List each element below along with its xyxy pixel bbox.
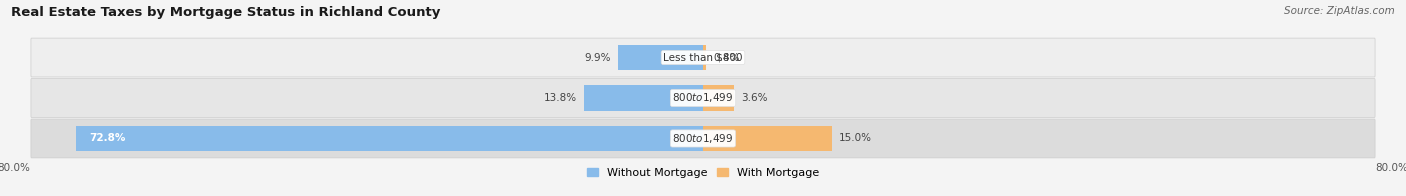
- FancyBboxPatch shape: [31, 38, 1375, 77]
- Text: $800 to $1,499: $800 to $1,499: [672, 132, 734, 145]
- Bar: [583, 85, 703, 111]
- Text: Real Estate Taxes by Mortgage Status in Richland County: Real Estate Taxes by Mortgage Status in …: [11, 6, 440, 19]
- Bar: [703, 126, 832, 151]
- Legend: Without Mortgage, With Mortgage: Without Mortgage, With Mortgage: [588, 168, 818, 178]
- Text: Source: ZipAtlas.com: Source: ZipAtlas.com: [1284, 6, 1395, 16]
- Text: 15.0%: 15.0%: [839, 133, 872, 143]
- FancyBboxPatch shape: [31, 119, 1375, 158]
- Text: 0.4%: 0.4%: [713, 53, 740, 63]
- Text: $800 to $1,499: $800 to $1,499: [672, 92, 734, 104]
- Bar: [617, 45, 703, 70]
- Text: 3.6%: 3.6%: [741, 93, 768, 103]
- Bar: [703, 85, 734, 111]
- Text: 72.8%: 72.8%: [89, 133, 125, 143]
- Text: 9.9%: 9.9%: [585, 53, 610, 63]
- FancyBboxPatch shape: [31, 79, 1375, 117]
- Bar: [703, 45, 706, 70]
- Text: 13.8%: 13.8%: [544, 93, 578, 103]
- Text: Less than $800: Less than $800: [664, 53, 742, 63]
- Bar: [76, 126, 703, 151]
